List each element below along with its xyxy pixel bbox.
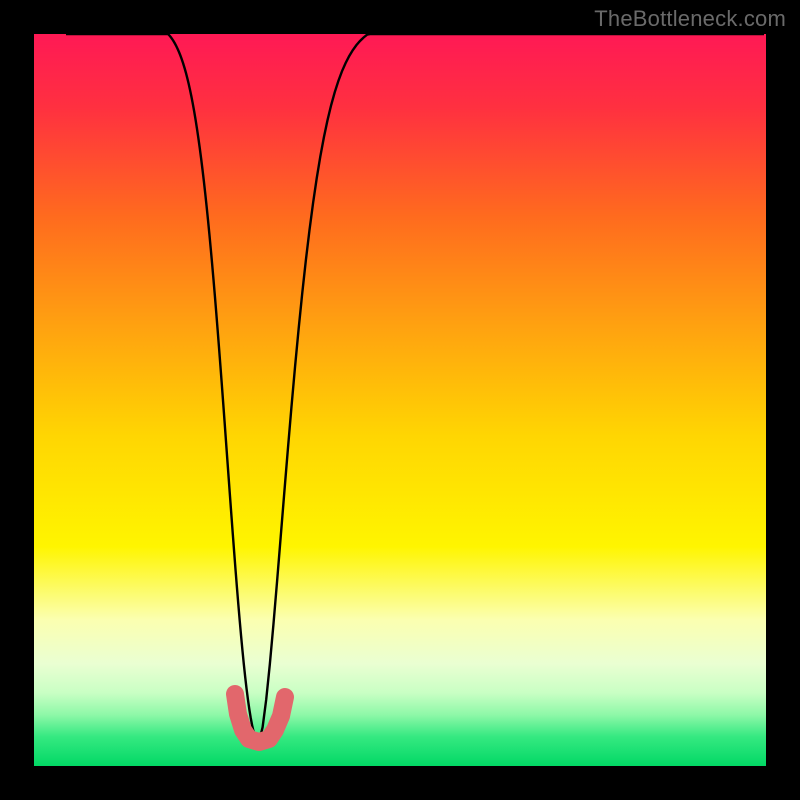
plot-area bbox=[34, 34, 766, 766]
plot-svg bbox=[34, 34, 766, 766]
chart-container: TheBottleneck.com bbox=[0, 0, 800, 800]
watermark-text: TheBottleneck.com bbox=[594, 6, 786, 32]
